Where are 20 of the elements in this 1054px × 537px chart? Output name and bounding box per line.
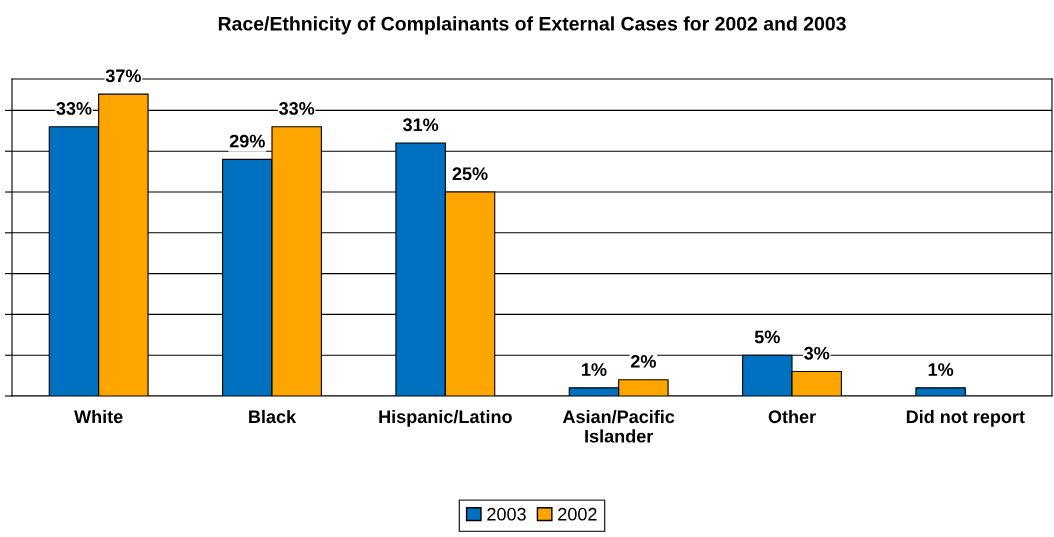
data-label: 31% xyxy=(402,118,439,132)
data-label: 1% xyxy=(928,363,954,376)
legend-label: 2003 xyxy=(487,507,526,521)
x-tick-label: Hispanic/Latino xyxy=(379,409,512,427)
x-tick-label: Black xyxy=(249,409,297,424)
data-label: 5% xyxy=(754,330,780,344)
data-label: 3% xyxy=(804,346,830,360)
data-label: 25% xyxy=(452,167,488,181)
data-label: 33% xyxy=(56,102,92,115)
x-tick-label: Did not report xyxy=(906,409,1025,427)
legend-label: 2002 xyxy=(558,507,597,521)
x-tick-label: Other xyxy=(768,409,816,424)
data-label: 37% xyxy=(105,69,141,83)
chart-title: Race/Ethnicity of Complainants of External Cases for 2002 and 2003 xyxy=(218,16,846,35)
x-tick-label: Asian/Pacific Islander xyxy=(562,409,675,443)
x-tick-label: White xyxy=(74,409,123,424)
data-label: 1% xyxy=(582,363,607,376)
data-label: 2% xyxy=(630,354,656,368)
data-label: 33% xyxy=(279,102,315,115)
data-label: 29% xyxy=(229,134,265,148)
